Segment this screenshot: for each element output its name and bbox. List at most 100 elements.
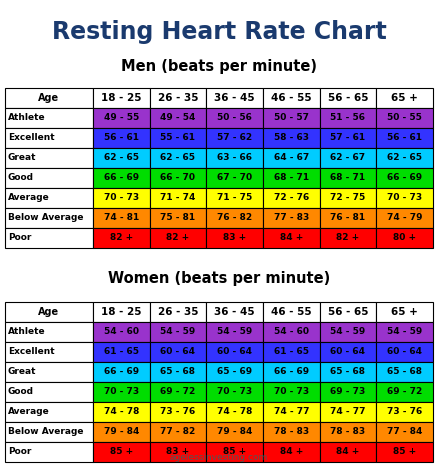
Text: Below Average: Below Average <box>8 213 84 222</box>
Bar <box>376 108 433 128</box>
Text: 66 - 70: 66 - 70 <box>160 174 195 183</box>
Text: 69 - 73: 69 - 73 <box>330 388 366 396</box>
Text: 69 - 72: 69 - 72 <box>160 388 196 396</box>
Bar <box>150 342 206 362</box>
Bar <box>263 422 320 442</box>
Bar <box>320 128 376 148</box>
Bar <box>93 302 150 322</box>
Bar <box>5 322 93 342</box>
Text: Good: Good <box>8 388 34 396</box>
Text: Great: Great <box>8 367 36 376</box>
Text: 76 - 82: 76 - 82 <box>217 213 252 222</box>
Text: 63 - 66: 63 - 66 <box>217 154 252 162</box>
Text: 70 - 73: 70 - 73 <box>274 388 309 396</box>
Text: 77 - 84: 77 - 84 <box>387 427 422 437</box>
Text: 67 - 70: 67 - 70 <box>217 174 252 183</box>
Bar <box>5 128 93 148</box>
Bar <box>320 322 376 342</box>
Bar <box>93 322 150 342</box>
Bar <box>320 148 376 168</box>
Bar <box>376 362 433 382</box>
Text: 60 - 64: 60 - 64 <box>387 348 422 357</box>
Text: 60 - 64: 60 - 64 <box>331 348 365 357</box>
Bar <box>206 362 263 382</box>
Text: 76 - 81: 76 - 81 <box>330 213 366 222</box>
Text: 83 +: 83 + <box>223 234 246 242</box>
Text: 77 - 82: 77 - 82 <box>160 427 196 437</box>
Text: 84 +: 84 + <box>279 447 303 456</box>
Bar <box>5 362 93 382</box>
Bar <box>5 88 93 108</box>
Bar <box>5 342 93 362</box>
Text: Men (beats per minute): Men (beats per minute) <box>121 59 317 74</box>
Text: 58 - 63: 58 - 63 <box>274 133 309 142</box>
Text: agelessinvesting.com: agelessinvesting.com <box>170 453 268 461</box>
Bar <box>320 442 376 462</box>
Text: 85 +: 85 + <box>223 447 246 456</box>
Text: 85 +: 85 + <box>393 447 416 456</box>
Bar <box>206 402 263 422</box>
Bar <box>376 128 433 148</box>
Text: 65 - 68: 65 - 68 <box>160 367 195 376</box>
Text: 56 - 65: 56 - 65 <box>328 307 368 317</box>
Text: 56 - 61: 56 - 61 <box>387 133 422 142</box>
Text: 84 +: 84 + <box>279 234 303 242</box>
Bar <box>376 208 433 228</box>
Text: 54 - 60: 54 - 60 <box>274 328 309 336</box>
Bar <box>93 168 150 188</box>
Text: 56 - 65: 56 - 65 <box>328 93 368 103</box>
Text: 77 - 83: 77 - 83 <box>274 213 309 222</box>
Bar <box>93 402 150 422</box>
Text: 50 - 55: 50 - 55 <box>387 114 422 123</box>
Text: 73 - 76: 73 - 76 <box>387 408 422 417</box>
Bar <box>320 188 376 208</box>
Text: 74 - 77: 74 - 77 <box>330 408 366 417</box>
Bar <box>206 108 263 128</box>
Bar <box>150 168 206 188</box>
Bar <box>5 382 93 402</box>
Bar <box>150 208 206 228</box>
Bar <box>376 168 433 188</box>
Text: 55 - 61: 55 - 61 <box>160 133 195 142</box>
Bar <box>93 422 150 442</box>
Bar <box>320 208 376 228</box>
Text: 66 - 69: 66 - 69 <box>387 174 422 183</box>
Text: 70 - 73: 70 - 73 <box>104 388 139 396</box>
Text: Poor: Poor <box>8 447 32 456</box>
Text: 18 - 25: 18 - 25 <box>101 307 141 317</box>
Bar <box>376 322 433 342</box>
Bar <box>150 228 206 248</box>
Text: 46 - 55: 46 - 55 <box>271 93 312 103</box>
Text: 60 - 64: 60 - 64 <box>160 348 195 357</box>
Bar <box>150 402 206 422</box>
Bar <box>93 362 150 382</box>
Bar <box>376 382 433 402</box>
Text: 54 - 60: 54 - 60 <box>104 328 139 336</box>
Bar <box>93 188 150 208</box>
Bar <box>263 382 320 402</box>
Bar <box>5 168 93 188</box>
Text: 60 - 64: 60 - 64 <box>217 348 252 357</box>
Bar <box>5 188 93 208</box>
Text: 78 - 83: 78 - 83 <box>330 427 366 437</box>
Bar <box>376 148 433 168</box>
Text: 82 +: 82 + <box>336 234 360 242</box>
Bar <box>150 108 206 128</box>
Text: Women (beats per minute): Women (beats per minute) <box>108 271 330 285</box>
Bar <box>263 188 320 208</box>
Bar <box>5 402 93 422</box>
Text: 50 - 56: 50 - 56 <box>217 114 252 123</box>
Text: 66 - 69: 66 - 69 <box>274 367 309 376</box>
Bar <box>5 422 93 442</box>
Text: 26 - 35: 26 - 35 <box>158 93 198 103</box>
Bar <box>150 422 206 442</box>
Bar <box>206 422 263 442</box>
Bar <box>263 402 320 422</box>
Text: Athlete: Athlete <box>8 114 46 123</box>
Bar <box>206 188 263 208</box>
Bar <box>376 188 433 208</box>
Text: 74 - 78: 74 - 78 <box>217 408 252 417</box>
Bar <box>150 362 206 382</box>
Bar <box>150 322 206 342</box>
Bar <box>320 302 376 322</box>
